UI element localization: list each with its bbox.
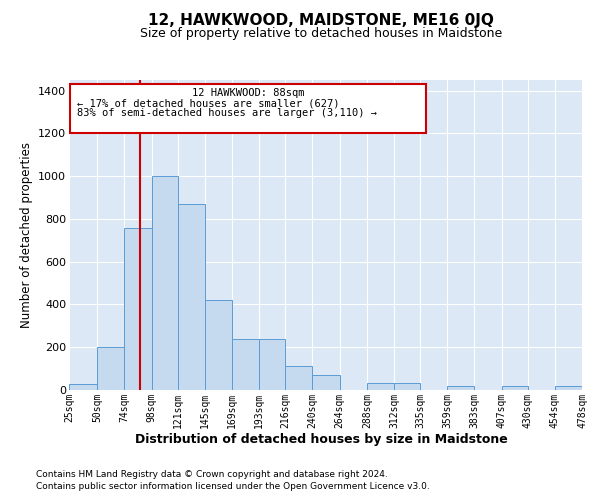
Text: 83% of semi-detached houses are larger (3,110) →: 83% of semi-detached houses are larger (… [77, 108, 377, 118]
Bar [152, 176, 178, 390]
Text: Contains HM Land Registry data © Crown copyright and database right 2024.: Contains HM Land Registry data © Crown c… [36, 470, 388, 479]
Text: 12, HAWKWOOD, MAIDSTONE, ME16 0JQ: 12, HAWKWOOD, MAIDSTONE, ME16 0JQ [148, 12, 494, 28]
Bar [97, 347, 124, 390]
Bar [447, 386, 475, 390]
Bar [232, 338, 259, 390]
Bar [259, 338, 285, 390]
Text: ← 17% of detached houses are smaller (627): ← 17% of detached houses are smaller (62… [77, 98, 340, 108]
FancyBboxPatch shape [70, 84, 426, 134]
Bar [502, 386, 527, 390]
Bar [178, 204, 205, 390]
Text: Size of property relative to detached houses in Maidstone: Size of property relative to detached ho… [140, 28, 502, 40]
Text: Contains public sector information licensed under the Open Government Licence v3: Contains public sector information licen… [36, 482, 430, 491]
Bar [367, 382, 394, 390]
Bar [69, 384, 97, 390]
Bar [394, 382, 420, 390]
Bar [205, 300, 232, 390]
Bar [313, 375, 340, 390]
Text: 12 HAWKWOOD: 88sqm: 12 HAWKWOOD: 88sqm [191, 88, 304, 98]
Bar [285, 366, 313, 390]
Text: Distribution of detached houses by size in Maidstone: Distribution of detached houses by size … [134, 432, 508, 446]
Bar [555, 386, 582, 390]
Bar [124, 228, 152, 390]
Y-axis label: Number of detached properties: Number of detached properties [20, 142, 32, 328]
